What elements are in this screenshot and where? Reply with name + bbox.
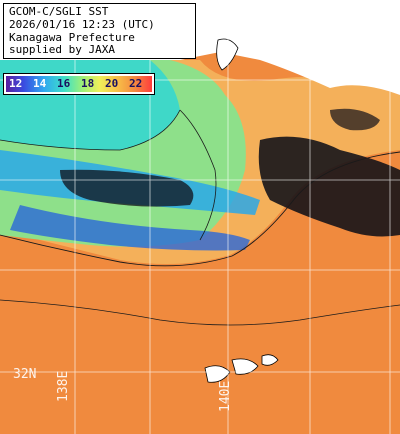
longitude-label: 138E: [56, 370, 71, 402]
region-label: Kanagawa Prefecture: [9, 30, 135, 44]
island: [216, 38, 239, 71]
legend-tick: 16: [57, 77, 71, 90]
latitude-label: 32N: [13, 367, 37, 382]
legend-tick: 18: [81, 77, 95, 90]
sensor-label: GCOM-C/SGLI SST: [9, 5, 109, 18]
legend-tick: 14: [33, 77, 47, 90]
legend-tick: 12: [9, 77, 23, 90]
longitude-label: 140E: [218, 380, 233, 412]
contour-line: [0, 109, 181, 151]
legend-tick: 20: [105, 77, 119, 90]
cloud-patch: [330, 108, 380, 131]
cold-streak-2: [10, 205, 250, 251]
legend-color-bar: 12 14 16 18 20 22: [6, 76, 152, 92]
contour-line: [179, 109, 217, 241]
contour-line: [0, 151, 400, 267]
datetime-label: 2026/01/16 12:23 (UTC): [9, 17, 155, 31]
island-south-3: [261, 354, 279, 366]
cloud-mass-east: [258, 136, 400, 237]
contour-line: [0, 299, 400, 326]
info-box: GCOM-C/SGLI SST 2026/01/16 12:23 (UTC) K…: [3, 3, 196, 59]
legend-tick: 22: [129, 77, 143, 90]
sst-legend: 12 14 16 18 20 22: [3, 73, 155, 95]
island-south-2: [231, 358, 259, 375]
credit-label: supplied by JAXA: [9, 43, 115, 57]
cloud-mass-west: [60, 169, 194, 207]
